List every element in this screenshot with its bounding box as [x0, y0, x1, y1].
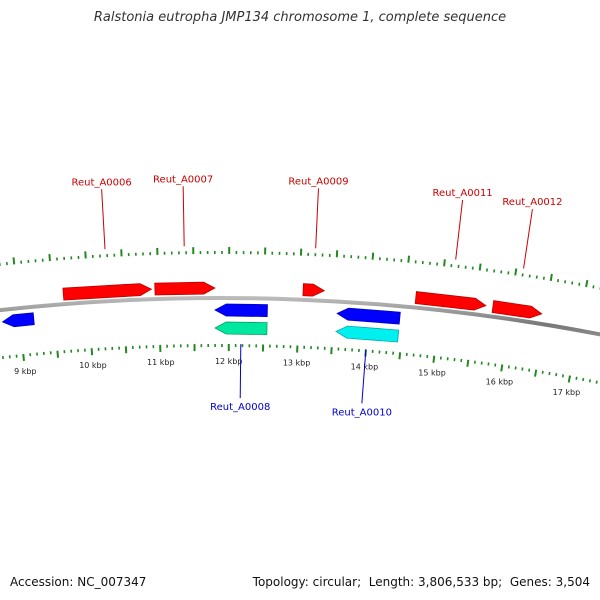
forward-gene-label[interactable]: Reut_A0007: [153, 174, 213, 185]
forward-gene-leader: [101, 189, 106, 250]
reverse-gene-leader: [361, 349, 367, 404]
inner-tick: [466, 359, 470, 367]
inner-tick: [398, 352, 402, 360]
outer-tick: [48, 254, 51, 262]
reverse-gene-arrow[interactable]: [214, 303, 268, 318]
inner-tick: [567, 375, 571, 383]
forward-gene-arrow[interactable]: [491, 300, 543, 319]
scale-label: 12 kbp: [215, 357, 243, 366]
forward-gene-arrow[interactable]: [154, 281, 216, 296]
inner-tick: [555, 373, 558, 377]
outer-tick: [514, 268, 518, 276]
length-value: 3,806,533 bp: [418, 575, 499, 589]
reverse-gene-arrow[interactable]: [335, 325, 400, 343]
reverse-gene-arrow[interactable]: [1, 312, 35, 328]
forward-genes: [62, 281, 543, 319]
length-label: Length:: [368, 575, 415, 589]
sequence-summary: Topology: circular; Length: 3,806,533 bp…: [252, 575, 590, 589]
forward-gene-arrow[interactable]: [414, 291, 487, 311]
forward-gene-leader: [523, 209, 533, 269]
outer-tick: [443, 259, 446, 267]
genes-label: Genes:: [509, 575, 552, 589]
topology-value: circular: [312, 575, 358, 589]
scale-label: 13 kbp: [283, 359, 311, 368]
outer-tick: [12, 257, 16, 265]
reverse-gene-label[interactable]: Reut_A0008: [210, 402, 270, 413]
outer-tick: [564, 280, 567, 284]
forward-gene-label[interactable]: Reut_A0011: [432, 188, 492, 199]
forward-gene-leader: [182, 186, 185, 247]
accession-label: Accession:: [10, 575, 74, 589]
inner-tick: [22, 353, 25, 361]
outer-tick: [571, 281, 574, 285]
reverse-gene-arrow[interactable]: [336, 307, 401, 325]
inner-tick: [561, 374, 565, 378]
scale-label: 10 kbp: [79, 361, 107, 370]
forward-gene-leader: [315, 188, 319, 249]
accession-value: NC_007347: [77, 575, 147, 589]
inner-tick: [534, 369, 538, 377]
reverse-genes: [1, 303, 401, 343]
genes-value: 3,504: [555, 575, 590, 589]
reverse-gene-leader: [239, 344, 242, 399]
forward-gene-label[interactable]: Reut_A0009: [288, 176, 348, 187]
chromosome-backbone: [0, 296, 600, 337]
scale-label: 15 kbp: [418, 369, 446, 378]
outer-tick: [407, 255, 411, 263]
inner-tick: [432, 355, 436, 363]
forward-gene-arrow[interactable]: [302, 283, 326, 297]
outer-tick: [592, 285, 595, 289]
outer-tick: [585, 279, 589, 288]
gene-labels: Reut_A0006 Reut_A0007 Reut_A0009 Reut_A0011…: [72, 174, 563, 418]
scale-label: 16 kbp: [486, 377, 514, 386]
inner-tick: [595, 380, 598, 384]
map-title: Ralstonia eutropha JMP134 chromosome 1, …: [93, 10, 507, 25]
inner-tick: [56, 350, 60, 358]
outer-tick: [478, 263, 482, 271]
inner-tick: [500, 364, 504, 372]
scale-label: 9 kbp: [14, 367, 36, 376]
reverse-gene-arrow[interactable]: [214, 321, 268, 336]
forward-gene-label[interactable]: Reut_A0012: [502, 197, 562, 208]
outer-tick: [371, 252, 375, 260]
forward-gene-label[interactable]: Reut_A0006: [72, 177, 132, 188]
forward-gene-leader: [455, 199, 464, 260]
inner-tick: [548, 371, 551, 376]
outer-tick: [578, 282, 581, 286]
inner-tick: [575, 376, 578, 380]
inner-tick: [588, 379, 592, 383]
topology-label: Topology:: [252, 575, 309, 589]
scale-label: 17 kbp: [553, 388, 581, 397]
outer-tick: [549, 273, 553, 282]
outer-ticks: [0, 247, 600, 290]
accession-info: Accession: NC_007347: [10, 575, 146, 589]
scale-label: 11 kbp: [147, 358, 175, 367]
reverse-gene-label[interactable]: Reut_A0010: [332, 407, 392, 418]
inner-tick: [582, 377, 585, 382]
forward-gene-arrow[interactable]: [62, 283, 153, 301]
